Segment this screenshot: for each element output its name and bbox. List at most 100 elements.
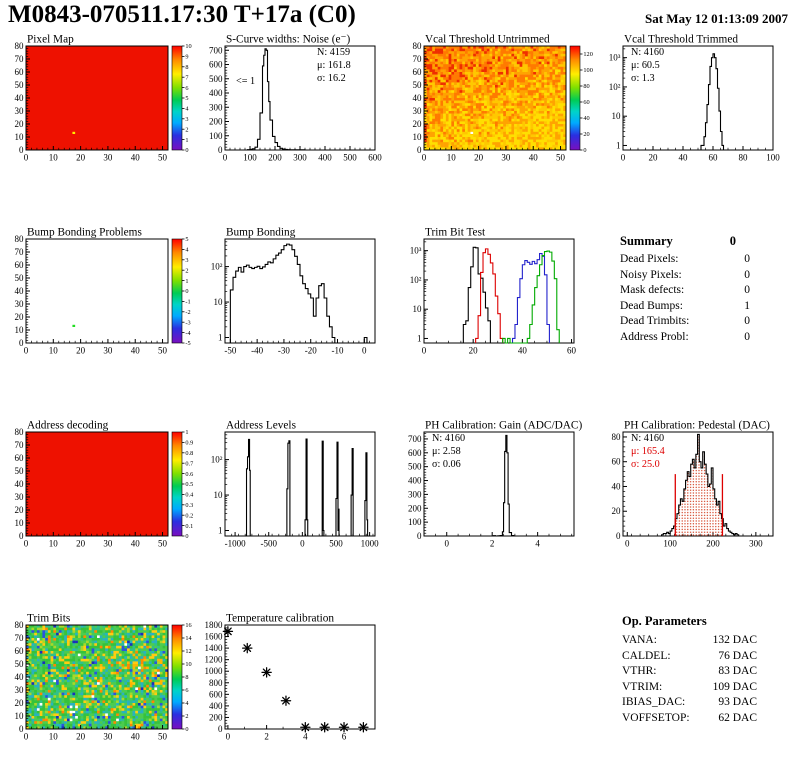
svg-text:20: 20 (612, 506, 622, 516)
svg-text:50: 50 (15, 273, 25, 283)
svg-text:0.1: 0.1 (185, 523, 193, 530)
op-param-label: VOFFSETOP: (622, 711, 690, 724)
svg-text:300: 300 (293, 153, 307, 163)
svg-text:400: 400 (408, 476, 422, 486)
svg-text:200: 200 (408, 503, 422, 513)
panel-address-decoding: Address decoding 0 10 20 30 40 50 0 10 20 30 40 50 60… (0, 419, 199, 577)
svg-text:10³: 10³ (609, 53, 621, 63)
svg-text:40: 40 (15, 93, 25, 103)
svg-text:500: 500 (343, 153, 357, 163)
op-param-row: VTRIM: 109 DAC (622, 680, 757, 696)
svg-text:4: 4 (535, 539, 540, 549)
svg-text:500: 500 (209, 74, 223, 84)
svg-text:600: 600 (368, 153, 382, 163)
svg-text:60: 60 (15, 260, 25, 270)
op-param-row: VTHR: 83 DAC (622, 664, 757, 680)
svg-text:40: 40 (679, 153, 689, 163)
svg-text:0: 0 (185, 147, 188, 154)
summary-title: Summary (620, 234, 673, 248)
svg-text:1: 1 (218, 526, 223, 536)
svg-text:100: 100 (766, 153, 780, 163)
svg-text:0: 0 (24, 346, 29, 356)
svg-text:N: 4160: N: 4160 (432, 433, 465, 444)
svg-text:0: 0 (185, 533, 188, 540)
svg-text:20: 20 (583, 131, 589, 138)
panel-vcal-trimmed: Vcal Threshold Trimmed 0 20 40 60 80 100 1 10 10²… (597, 33, 796, 191)
svg-text:30: 30 (103, 346, 113, 356)
svg-text:30: 30 (15, 106, 25, 116)
svg-text:-40: -40 (251, 346, 263, 356)
svg-text:20: 20 (649, 153, 659, 163)
svg-text:0: 0 (19, 145, 24, 155)
svg-text:μ: 2.58: μ: 2.58 (432, 446, 461, 457)
svg-text:40: 40 (15, 286, 25, 296)
svg-text:20: 20 (469, 346, 479, 356)
svg-text:0.7: 0.7 (185, 460, 193, 467)
svg-text:100: 100 (583, 67, 592, 74)
svg-text:60: 60 (15, 453, 25, 463)
op-param-label: VTHR: (622, 665, 657, 677)
svg-text:3: 3 (185, 257, 188, 264)
svg-text:Bump Bonding Problems: Bump Bonding Problems (27, 227, 142, 239)
pixel-map-plot: Pixel Map 0 10 20 30 40 50 0 10 20 30 40 50 60 70 80 0 1 2… (15, 34, 192, 163)
svg-text:1000: 1000 (361, 539, 380, 549)
svg-text:10: 10 (447, 153, 457, 163)
svg-text:2: 2 (185, 267, 188, 274)
svg-text:120: 120 (583, 51, 592, 58)
svg-text:0: 0 (417, 531, 422, 541)
svg-text:0.2: 0.2 (185, 512, 193, 519)
svg-text:1: 1 (185, 137, 188, 144)
svg-text:40: 40 (518, 346, 528, 356)
svg-text:0: 0 (19, 338, 24, 348)
svg-text:50: 50 (15, 80, 25, 90)
svg-text:10: 10 (15, 132, 25, 142)
svg-text:70: 70 (15, 440, 25, 450)
svg-text:0: 0 (422, 153, 427, 163)
op-param-row: VANA: 132 DAC (622, 633, 757, 649)
svg-text:-5: -5 (185, 340, 190, 347)
op-param-row: CALDEL: 76 DAC (622, 649, 757, 665)
svg-text:0: 0 (24, 539, 29, 549)
svg-text:300: 300 (408, 489, 422, 499)
summary-row-label: Address Probl: (620, 330, 689, 343)
trim-bit-test-plot: Trim Bit Test 0 20 40 60 1 10 10² 10³ (410, 227, 577, 356)
summary-row: Address Probl: 0 (620, 330, 750, 346)
svg-text:-1000: -1000 (225, 539, 246, 549)
svg-text:30: 30 (15, 492, 25, 502)
panel-bump-bonding-problems: Bump Bonding Problems 0 10 20 30 40 50 0 10 20 30 4… (0, 226, 199, 384)
svg-text:σ: 16.2: σ: 16.2 (317, 73, 346, 84)
address-levels-plot: Address Levels -1000 -500 0 500 1000 1 10 10² (211, 420, 380, 549)
svg-text:0: 0 (616, 531, 621, 541)
svg-text:300: 300 (749, 539, 763, 549)
svg-text:30: 30 (501, 153, 511, 163)
svg-text:0: 0 (24, 153, 29, 163)
svg-text:40: 40 (131, 539, 141, 549)
svg-text:60: 60 (567, 346, 577, 356)
svg-text:200: 200 (706, 539, 720, 549)
svg-text:30: 30 (413, 106, 423, 116)
svg-text:40: 40 (131, 153, 141, 163)
svg-text:7: 7 (185, 74, 188, 81)
svg-text:30: 30 (103, 539, 113, 549)
svg-text:40: 40 (413, 93, 423, 103)
svg-text:60: 60 (612, 457, 622, 467)
vcal-untrimmed-plot: Vcal Threshold Untrimmed 0 10 20 30 40 50 0 10 20… (413, 34, 593, 163)
svg-text:Vcal Threshold Trimmed: Vcal Threshold Trimmed (624, 34, 738, 46)
svg-text:600: 600 (209, 60, 223, 70)
panel-vcal-untrimmed: Vcal Threshold Untrimmed 0 10 20 30 40 50 0 10 20… (398, 33, 597, 191)
svg-text:80: 80 (413, 41, 423, 51)
svg-text:60: 60 (583, 99, 589, 106)
svg-text:0.8: 0.8 (185, 450, 193, 457)
panel-ph-gain: PH Calibration: Gain (ADC/DAC) 0 2 4 0 100 200… (398, 419, 597, 577)
svg-text:1: 1 (417, 333, 422, 343)
svg-text:50: 50 (413, 80, 423, 90)
svg-text:0: 0 (223, 153, 228, 163)
svg-text:0.9: 0.9 (185, 440, 193, 447)
bump-bonding-plot: Bump Bonding -50 -40 -30 -20 -10 0 1 10 10² (211, 227, 376, 356)
svg-text:80: 80 (612, 432, 622, 442)
svg-text:20: 20 (15, 312, 25, 322)
svg-text:5: 5 (185, 95, 188, 102)
svg-text:2: 2 (490, 539, 495, 549)
svg-text:20: 20 (413, 119, 423, 129)
svg-text:700: 700 (209, 45, 223, 55)
